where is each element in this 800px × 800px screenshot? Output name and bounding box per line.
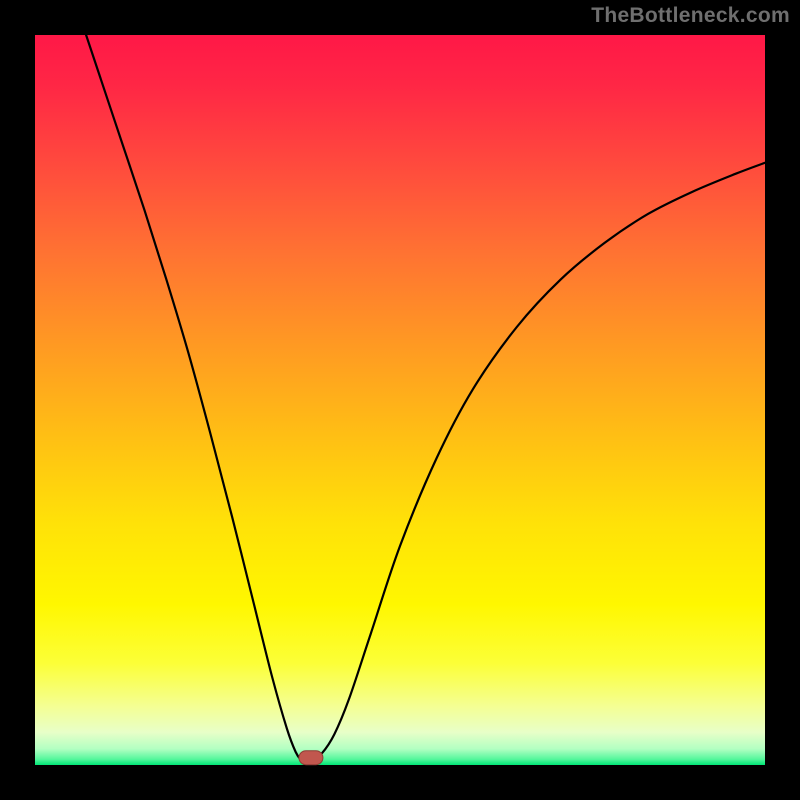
chart-background (35, 35, 765, 765)
bottleneck-chart (0, 0, 800, 800)
chart-container: TheBottleneck.com (0, 0, 800, 800)
optimal-marker (299, 751, 323, 765)
watermark-label: TheBottleneck.com (591, 4, 790, 28)
